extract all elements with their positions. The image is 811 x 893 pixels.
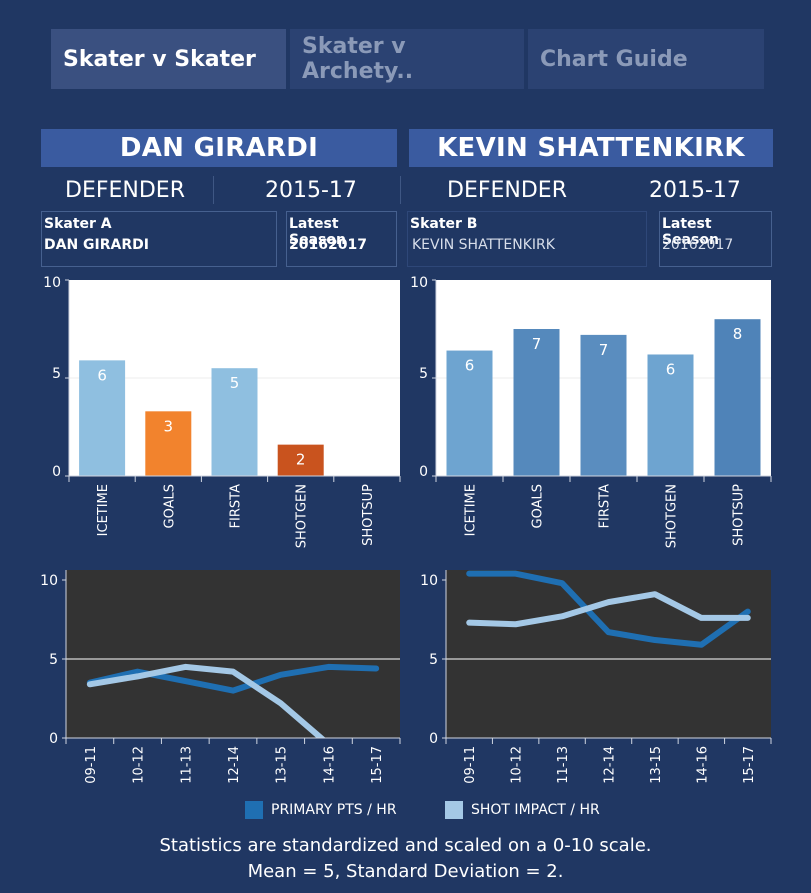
x-tick-label: 15-17: [742, 746, 757, 784]
legend-swatch-primary: [245, 801, 263, 819]
x-tick-label: 14-16: [695, 746, 710, 784]
series-line-shot-impact-hr: [86, 663, 326, 738]
x-tick-label: SHOTGEN: [665, 484, 680, 548]
skater-a-season-label: Latest Season: [289, 216, 346, 248]
bar-firsta: [211, 368, 258, 476]
bar-value-label: 3: [164, 417, 174, 435]
skater-a-position: DEFENDER: [65, 177, 185, 203]
tab-chart-guide[interactable]: Chart Guide: [528, 29, 764, 89]
skater-b-season-label: Latest Season: [662, 216, 719, 248]
bar-goals: [513, 329, 560, 476]
skater-a-season-select[interactable]: Latest Season 20162017: [286, 211, 397, 267]
skater-b-season-select[interactable]: Latest Season 20162017: [659, 211, 772, 267]
bar-value-label: 6: [666, 360, 676, 378]
x-tick-label: 11-13: [556, 746, 571, 784]
skater-b-select-value: KEVIN SHATTENKIRK: [412, 237, 555, 253]
x-tick-label: 10-12: [510, 746, 525, 784]
legend-primary: PRIMARY PTS / HR: [245, 800, 397, 820]
skater-a-trend-chart: 0 5 10 09-11 10-12 11-13 12-14 13-15 14-16 15-17: [40, 570, 401, 784]
x-tick-label: 12-14: [603, 746, 618, 784]
skater-a-select-value: DAN GIRARDI: [44, 237, 149, 253]
x-tick-label: FIRSTA: [229, 484, 244, 529]
series-line-primary-pts-hr: [86, 663, 380, 694]
skater-b-name: KEVIN SHATTENKIRK: [409, 129, 773, 167]
skater-a-season-value: 20162017: [289, 237, 367, 253]
x-tick-label: 14-16: [322, 746, 337, 784]
y-tick-label: 10: [40, 573, 58, 589]
bar-value-label: 6: [97, 366, 107, 384]
skater-b-select-label: Skater B: [410, 216, 478, 232]
bar-icetime: [79, 360, 126, 476]
skater-a-bar-chart: 0 5 10 6 ICETIME 3 GOALS 5 FIRSTA 2 SHOTGEN SHOTSUP: [43, 275, 401, 548]
bar-value-label: 2: [296, 451, 306, 469]
tab-skater-v-skater[interactable]: Skater v Skater: [51, 29, 286, 89]
bar-firsta: [580, 334, 627, 476]
y-tick-label: 5: [429, 652, 438, 668]
skater-b-position: DEFENDER: [447, 177, 567, 203]
x-tick-label: SHOTSUP: [361, 484, 376, 546]
bar-shotgen: [277, 444, 324, 476]
bar-value-label: 7: [532, 335, 542, 353]
legend-label-shot: SHOT IMPACT / HR: [471, 802, 600, 818]
skater-a-select[interactable]: Skater A DAN GIRARDI: [41, 211, 277, 267]
y-tick-label: 0: [419, 464, 428, 480]
x-tick-label: SHOTGEN: [295, 484, 310, 548]
x-tick-label: GOALS: [531, 484, 546, 528]
skater-a-name: DAN GIRARDI: [41, 129, 397, 167]
series-line-primary-pts-hr: [466, 570, 751, 648]
plot-area: [446, 570, 771, 738]
skater-b-select[interactable]: Skater B KEVIN SHATTENKIRK: [407, 211, 647, 267]
footnote-line-2: Mean = 5, Standard Deviation = 2.: [247, 861, 564, 882]
x-tick-label: ICETIME: [464, 484, 479, 536]
y-tick-label: 0: [429, 731, 438, 747]
bar-goals: [145, 411, 192, 476]
y-tick-label: 10: [420, 573, 438, 589]
x-tick-label: 09-11: [463, 746, 478, 784]
skater-b-season-value: 20162017: [662, 237, 734, 253]
bar-icetime: [446, 350, 493, 476]
x-tick-label: 15-17: [370, 746, 385, 784]
x-tick-label: 13-15: [275, 746, 290, 784]
x-tick-label: ICETIME: [96, 484, 111, 536]
x-tick-label: 10-12: [132, 746, 147, 784]
footnote-line-1: Statistics are standardized and scaled o…: [159, 835, 652, 856]
bar-shotgen: [647, 354, 694, 476]
skater-a-seasons: 2015-17: [265, 177, 357, 203]
bar-value-label: 6: [465, 357, 475, 375]
divider: [400, 176, 401, 204]
skater-a-select-label: Skater A: [44, 216, 112, 232]
x-tick-label: 09-11: [84, 746, 99, 784]
y-tick-label: 0: [49, 731, 58, 747]
skater-b-bar-chart: 0 5 10 6 ICETIME 7 GOALS 7 FIRSTA 6 SHOTGEN 8 SHOTSU…: [410, 275, 772, 548]
y-tick-label: 5: [419, 366, 428, 382]
series-line-shot-impact-hr: [466, 591, 751, 628]
x-tick-label: 11-13: [179, 746, 194, 784]
x-tick-label: 12-14: [227, 746, 242, 784]
y-tick-label: 10: [43, 275, 61, 291]
divider: [213, 176, 214, 204]
legend-label-primary: PRIMARY PTS / HR: [271, 802, 397, 818]
y-tick-label: 5: [52, 366, 61, 382]
tab-skater-v-archetype[interactable]: Skater v Archety..: [290, 29, 524, 89]
x-tick-label: 13-15: [649, 746, 664, 784]
bar-shotsup: [714, 319, 761, 476]
plot-area: [66, 570, 400, 738]
bar-value-label: 7: [599, 341, 609, 359]
y-tick-label: 0: [52, 464, 61, 480]
skater-b-trend-chart: 0 5 10 09-11 10-12 11-13 12-14 13-15 14-16 15-17: [420, 570, 772, 784]
x-tick-label: SHOTSUP: [732, 484, 747, 546]
skater-b-seasons: 2015-17: [649, 177, 741, 203]
legend-shot: SHOT IMPACT / HR: [445, 800, 600, 820]
bar-value-label: 5: [230, 374, 240, 392]
y-tick-label: 10: [410, 275, 428, 291]
y-tick-label: 5: [49, 652, 58, 668]
bar-value-label: 8: [733, 325, 743, 343]
x-tick-label: FIRSTA: [598, 484, 613, 529]
legend-swatch-shot: [445, 801, 463, 819]
x-tick-label: GOALS: [162, 484, 177, 528]
